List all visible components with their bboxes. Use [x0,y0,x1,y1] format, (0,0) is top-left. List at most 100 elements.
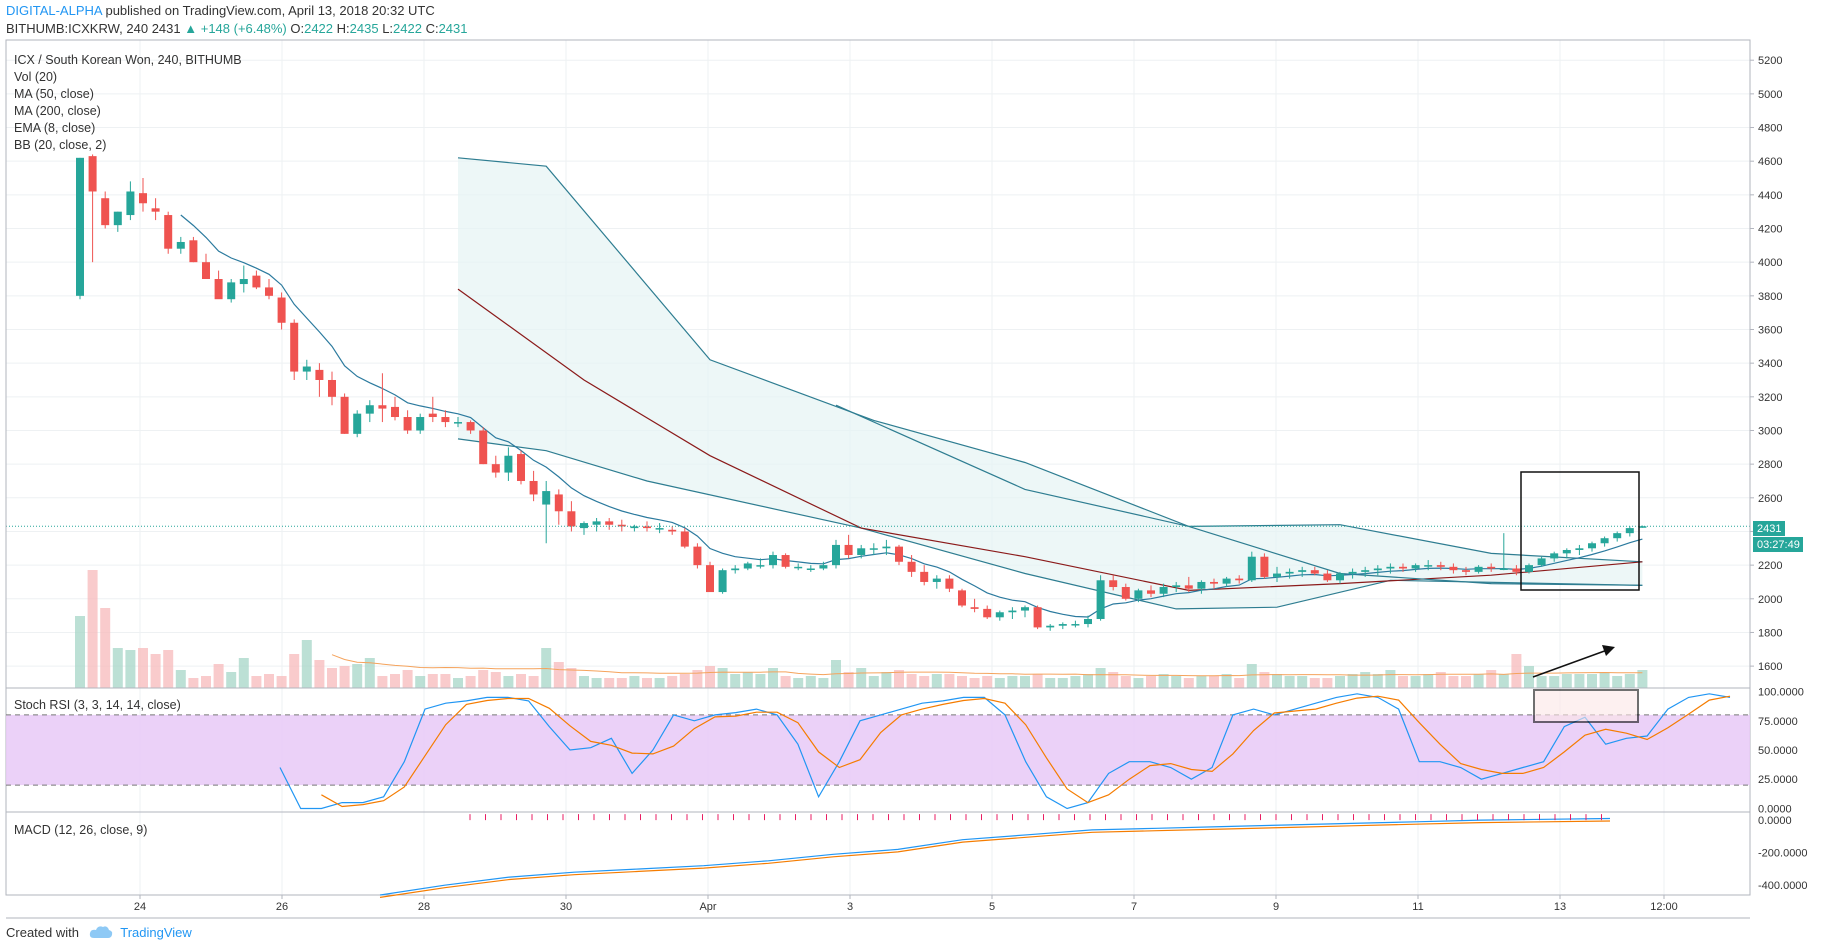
candle-body [970,607,979,609]
candle-body [101,198,110,226]
volume-bar [667,676,678,688]
stoch-tick-label: 0.0000 [1758,803,1792,815]
volume-bar [1284,676,1295,688]
volume-bar [1612,676,1623,688]
time-tick-label: 30 [560,901,572,913]
candle-body [643,526,651,529]
price-tick-label: 4600 [1758,156,1782,168]
volume-bar [679,674,690,688]
last-price: 2431 [151,21,181,36]
high-label: H: [336,21,350,36]
candle-body [781,555,790,567]
drawings [1520,471,1640,723]
volume-bar [1045,678,1056,688]
volume-bar [1398,676,1408,688]
candle-body [554,494,563,512]
candle-body [328,379,336,397]
volume-bar [1423,674,1434,688]
open-label: O: [290,21,305,36]
candle-body [1159,587,1168,594]
volume-bar [1637,670,1648,688]
bollinger-fill-area [458,157,1643,609]
candle-body [1638,526,1647,528]
volume-bar [1020,676,1030,688]
candle-body [340,396,349,434]
candle-body [869,548,878,550]
candle-body [1008,610,1017,613]
volume-bar [856,668,867,688]
volume-bar [604,678,615,688]
time-tick-label: 12:00 [1650,901,1678,913]
price-tick-label: 2800 [1758,459,1782,471]
candle-body [1147,590,1155,594]
volume-bar [440,674,451,688]
volume-bar [957,676,967,688]
volume-bar [717,668,728,688]
candle-body [1373,568,1382,571]
candle-body [1197,581,1206,589]
candle-body [1361,570,1370,572]
volume-bar [730,674,741,688]
macd-line [379,817,1611,896]
candle-body [227,282,236,300]
volume-bar [301,640,312,688]
volume-bar [591,678,602,688]
volume-bar [1322,678,1333,688]
volume-bar [1083,674,1093,688]
candle-body [1424,565,1433,567]
candle-body [1323,573,1332,581]
candle-body [164,215,173,249]
price-tick-label: 3800 [1758,291,1782,303]
volume-bar [1259,672,1270,688]
candle-body [1550,553,1559,559]
price-tick-label: 2600 [1758,493,1782,505]
tradingview-brand-link[interactable]: TradingView [120,925,192,940]
volume-bar [969,678,980,688]
candle-body [176,241,185,249]
candle-body [466,422,475,431]
author-link[interactable]: DIGITAL-ALPHA [6,3,102,18]
tradingview-cloud-icon [89,925,113,942]
volume-bar [780,676,791,688]
candle-body [517,454,525,481]
volume-bar [692,670,703,688]
price-tick-label: 1600 [1758,661,1782,673]
volume-bar [1347,674,1358,688]
volume-bar [1511,654,1522,688]
candle-body [403,417,412,431]
volume-bar [1335,676,1345,688]
volume-bar [1372,674,1383,688]
volume-bar [1624,674,1635,688]
candle-body [1298,570,1307,572]
volume-bar [994,678,1005,688]
candle-body [139,193,147,204]
macd-tick-label: -400.0000 [1758,880,1808,892]
price-change: ▲ +148 (+6.48%) [184,21,287,36]
candle-body [1411,565,1420,569]
stoch-tick-label: 100.0000 [1758,687,1804,699]
low-value: 2422 [393,21,422,36]
legend-bb: BB (20, close, 2) [14,138,106,152]
candle-body [1588,543,1596,549]
price-tick-label: 3200 [1758,392,1782,404]
volume-bar [364,658,375,688]
volume-bar [213,664,224,688]
candle-body [1512,568,1521,572]
candle-body [1462,570,1470,572]
volume-bar [327,668,337,688]
candle-body [895,546,903,562]
volume-bar [843,672,854,688]
volume-bar [1410,676,1421,688]
volume-bar [1473,674,1484,688]
volume-bar [289,654,300,688]
volume-bars [75,570,1648,688]
candle-body [819,565,828,569]
volume-bar [1196,676,1207,688]
time-tick-label: 28 [418,901,430,913]
candle-body [479,430,488,465]
volume-bar [352,664,363,688]
candle-body [1449,566,1458,571]
candle-body [1600,538,1609,544]
candle-body [932,578,941,582]
